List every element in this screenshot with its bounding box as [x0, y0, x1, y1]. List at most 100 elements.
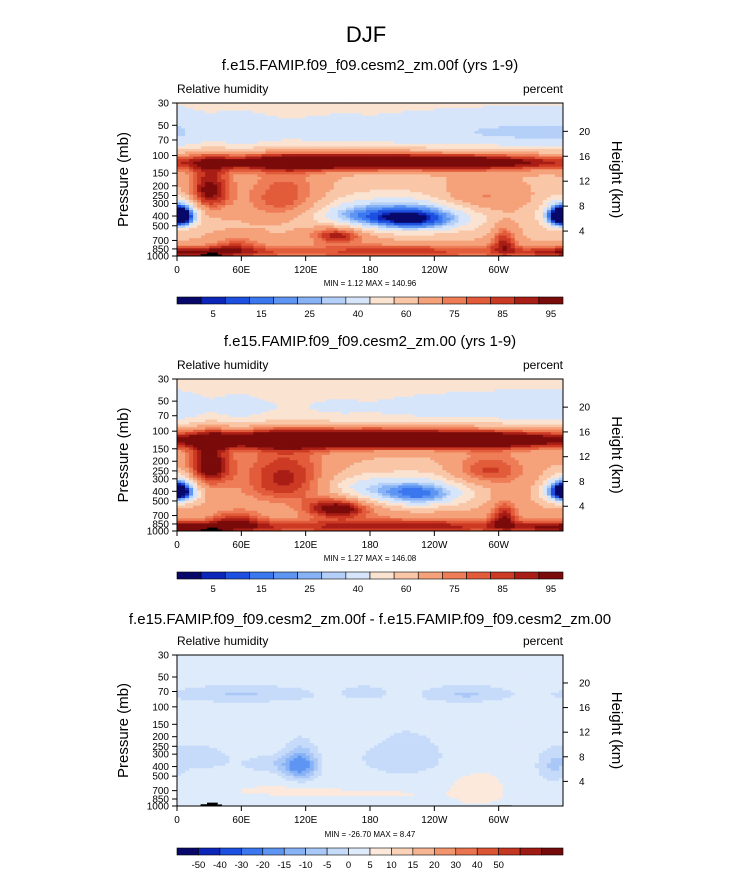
- colorbar-swatch: [220, 848, 241, 855]
- colorbar-label: -40: [213, 860, 227, 871]
- colorbar-swatch: [274, 297, 298, 304]
- colorbar-swatch: [491, 297, 515, 304]
- colorbar-swatch: [418, 297, 442, 304]
- pressure-tick-label: 100: [152, 427, 169, 438]
- pressure-tick-label: 1000: [147, 527, 170, 538]
- colorbar-swatch: [177, 297, 201, 304]
- colorbar-label: 40: [353, 309, 364, 320]
- figure: DJF f.e15.FAMIP.f09_f09.cesm2_zm.00f (yr…: [0, 0, 733, 872]
- height-axis-label: Height (km): [608, 141, 625, 219]
- colorbar-swatch: [499, 848, 520, 855]
- colorbar-label: 25: [304, 584, 315, 595]
- height-tick-label: 12: [579, 452, 591, 463]
- colorbar-label: 20: [429, 860, 440, 871]
- colorbar-label: -50: [192, 860, 206, 871]
- colorbar-label: 40: [472, 860, 483, 871]
- colorbar-label: 85: [497, 309, 508, 320]
- longitude-tick-label: 120E: [294, 265, 318, 276]
- colorbar-swatch: [225, 572, 249, 579]
- min-max-label: MIN = -26.70 MAX = 8.47: [325, 830, 416, 839]
- panel-3: f.e15.FAMIP.f09_f09.cesm2_zm.00f - f.e15…: [115, 611, 625, 871]
- longitude-tick-label: 120W: [421, 540, 448, 551]
- colorbar-label: 40: [353, 584, 364, 595]
- colorbar-swatch: [298, 572, 322, 579]
- colorbar-swatch: [370, 848, 391, 855]
- pressure-tick-label: 500: [152, 221, 169, 232]
- colorbar-label: -15: [277, 860, 291, 871]
- longitude-tick-label: 120W: [421, 815, 448, 826]
- colorbar-swatch: [346, 297, 370, 304]
- longitude-tick-label: 120E: [294, 540, 318, 551]
- colorbar-swatch: [349, 848, 370, 855]
- height-axis-label: Height (km): [608, 416, 625, 494]
- left-string: Relative humidity: [177, 358, 268, 372]
- colorbar-label: 30: [450, 860, 461, 871]
- panel-1: f.e15.FAMIP.f09_f09.cesm2_zm.00f (yrs 1-…: [115, 57, 625, 320]
- colorbar-swatch: [249, 572, 273, 579]
- colorbar-swatch: [249, 297, 273, 304]
- longitude-tick-label: 180: [362, 540, 379, 551]
- pressure-tick-label: 1000: [147, 802, 170, 813]
- longitude-axis: 0 60E 120E 180 120W 60W: [174, 531, 509, 551]
- colorbar-label: 15: [256, 309, 267, 320]
- colorbar-swatch: [442, 297, 466, 304]
- colorbar-label: 15: [408, 860, 419, 871]
- longitude-tick-label: 120E: [294, 815, 318, 826]
- colorbar-label: 75: [449, 584, 460, 595]
- colorbar-label: 5: [367, 860, 372, 871]
- pressure-tick-label: 150: [152, 444, 169, 455]
- colorbar-swatch: [442, 572, 466, 579]
- colorbar-label: -30: [234, 860, 248, 871]
- colorbar-label: 95: [546, 309, 557, 320]
- pressure-axis-label: Pressure (mb): [115, 683, 132, 778]
- pressure-tick-label: 150: [152, 169, 169, 180]
- colorbar-swatch: [322, 297, 346, 304]
- pressure-tick-label: 500: [152, 772, 169, 783]
- colorbar-swatch: [298, 297, 322, 304]
- longitude-tick-label: 60W: [488, 265, 509, 276]
- pressure-tick-label: 1000: [147, 252, 170, 263]
- colorbar-swatch: [477, 848, 498, 855]
- height-tick-label: 4: [579, 502, 585, 513]
- pressure-tick-label: 100: [152, 702, 169, 713]
- colorbar-swatch: [542, 848, 563, 855]
- colorbar: 5 15 25 40 60 75 85 95: [177, 572, 563, 595]
- colorbar-swatch: [370, 297, 394, 304]
- colorbar-label: 5: [211, 584, 216, 595]
- longitude-tick-label: 60E: [232, 815, 250, 826]
- longitude-tick-label: 60E: [232, 265, 250, 276]
- height-tick-label: 16: [579, 427, 591, 438]
- pressure-tick-label: 70: [158, 411, 170, 422]
- height-axis-label: Height (km): [608, 692, 625, 770]
- longitude-axis: 0 60E 120E 180 120W 60W: [174, 806, 509, 826]
- height-tick-label: 16: [579, 152, 591, 163]
- pressure-tick-label: 30: [158, 99, 170, 110]
- colorbar-swatch: [456, 848, 477, 855]
- pressure-tick-label: 50: [158, 397, 170, 408]
- height-tick-label: 8: [579, 752, 585, 763]
- height-tick-label: 4: [579, 227, 585, 238]
- height-tick-label: 4: [579, 777, 585, 788]
- colorbar-swatch: [515, 297, 539, 304]
- panels: f.e15.FAMIP.f09_f09.cesm2_zm.00f (yrs 1-…: [115, 57, 625, 871]
- right-string: percent: [523, 82, 564, 96]
- longitude-tick-label: 0: [174, 265, 180, 276]
- height-tick-label: 12: [579, 728, 591, 739]
- left-string: Relative humidity: [177, 634, 268, 648]
- pressure-tick-label: 70: [158, 687, 170, 698]
- colorbar-label: 50: [493, 860, 504, 871]
- longitude-tick-label: 0: [174, 540, 180, 551]
- height-tick-label: 20: [579, 403, 591, 414]
- longitude-tick-label: 180: [362, 265, 379, 276]
- colorbar-label: 85: [497, 584, 508, 595]
- longitude-tick-label: 180: [362, 815, 379, 826]
- panel-2: f.e15.FAMIP.f09_f09.cesm2_zm.00 (yrs 1-9…: [115, 333, 625, 595]
- colorbar-swatch: [306, 848, 327, 855]
- colorbar-label: 95: [546, 584, 557, 595]
- colorbar-label: 25: [304, 309, 315, 320]
- pressure-axis: 3050701001502002503004005007008501000Pre…: [115, 99, 177, 263]
- colorbar-swatch: [201, 297, 225, 304]
- colorbar-swatch: [413, 848, 434, 855]
- colorbar-swatch: [327, 848, 348, 855]
- pressure-tick-label: 70: [158, 135, 170, 146]
